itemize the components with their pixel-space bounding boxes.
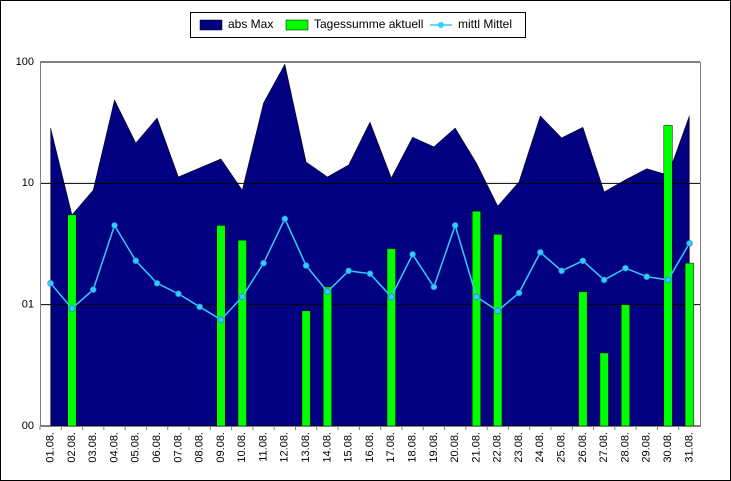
x-tick-label: 09.08.	[215, 432, 227, 463]
x-tick-label: 15.08.	[343, 432, 355, 463]
bar	[684, 262, 694, 427]
x-tick-label: 21.08.	[470, 432, 482, 463]
line-marker	[324, 288, 331, 295]
line-marker	[600, 276, 608, 284]
x-tick-label: 17.08.	[385, 432, 397, 463]
x-tick-label: 01.08.	[45, 432, 57, 463]
line-marker	[281, 215, 289, 223]
x-tick-label: 25.08.	[556, 432, 568, 463]
bar	[599, 352, 609, 427]
legend-swatch	[199, 19, 223, 31]
line-marker	[387, 293, 395, 301]
bar	[578, 291, 588, 427]
line-marker	[409, 251, 416, 258]
legend-marker	[438, 22, 444, 28]
x-tick-label: 27.08.	[598, 432, 610, 463]
y-tick-label: 01	[22, 299, 34, 311]
line-marker	[47, 280, 54, 287]
plot-area: 00 01 10 100 01.08. 02.08. 03.08. 04.08. 05.08. 0…	[16, 56, 700, 463]
x-tick-label: 12.08.	[279, 432, 291, 463]
bar	[216, 225, 226, 427]
line-marker	[473, 293, 480, 301]
line-marker	[366, 270, 374, 277]
x-tick-label: 29.08.	[641, 432, 653, 463]
line-marker	[643, 273, 651, 281]
x-tick-label: 23.08.	[513, 432, 525, 463]
x-tick-label: 06.08.	[151, 432, 163, 463]
x-tick-label: 26.08.	[577, 432, 589, 463]
legend-swatch	[285, 19, 309, 31]
x-tick-label: 02.08.	[66, 432, 78, 463]
x-tick-label: 03.08.	[87, 432, 99, 463]
line-marker	[153, 280, 161, 287]
x-tick-label: 11.08.	[257, 432, 269, 462]
x-tick-label: 04.08.	[108, 432, 120, 463]
line-marker	[558, 267, 565, 275]
y-tick-label: 00	[22, 420, 34, 432]
y-tick-label: 100	[16, 56, 34, 68]
line-marker	[579, 257, 587, 265]
area	[50, 63, 690, 427]
x-tick-label: 10.08.	[236, 432, 248, 463]
line-marker	[89, 286, 97, 293]
x-tick-label: 28.08.	[619, 432, 631, 463]
line-marker	[175, 290, 182, 298]
line-marker	[196, 303, 203, 311]
bar	[471, 210, 481, 427]
line-marker	[345, 267, 353, 275]
x-tick-label: 22.08.	[492, 432, 504, 463]
line-marker	[664, 276, 672, 284]
line-marker	[430, 283, 438, 291]
bar	[386, 248, 396, 427]
bar	[301, 310, 311, 427]
legend-label: abs Max	[228, 17, 273, 31]
line-marker	[260, 259, 267, 267]
bar	[493, 234, 503, 427]
bar	[237, 239, 247, 427]
x-tick-label: 20.08.	[449, 432, 461, 463]
bar	[67, 214, 77, 427]
x-tick-label: 19.08.	[428, 432, 440, 463]
x-tick-label: 05.08.	[130, 432, 142, 463]
line-marker	[111, 222, 118, 229]
x-tick-label: 31.08.	[683, 432, 695, 463]
x-tick-label: 16.08.	[364, 432, 376, 463]
x-tick-label: 08.08.	[194, 432, 206, 463]
x-tick-label: 07.08.	[172, 432, 184, 463]
legend-label: mittl Mittel	[458, 17, 512, 31]
bar	[322, 286, 332, 427]
bar	[620, 304, 630, 427]
line-marker	[494, 307, 502, 315]
line-marker	[68, 305, 76, 312]
y-tick-label: 10	[22, 177, 34, 189]
line-marker	[132, 257, 140, 265]
line-marker	[622, 264, 629, 272]
x-tick-label: 30.08.	[662, 432, 674, 463]
x-tick-label: 14.08.	[321, 432, 333, 463]
line-marker	[217, 316, 225, 324]
x-tick-label: 24.08.	[534, 432, 546, 463]
legend-label: Tagessumme aktuell	[314, 17, 423, 31]
line-marker	[686, 240, 693, 247]
legend: abs Max Tagessumme aktuell mittl Mittel	[190, 12, 526, 38]
line-marker	[451, 222, 459, 229]
line-marker	[515, 289, 523, 297]
line-marker	[537, 249, 544, 256]
x-tick-label: 13.08.	[300, 432, 312, 463]
plot-border	[40, 62, 701, 427]
line-marker	[238, 293, 246, 301]
legend-box	[190, 12, 526, 38]
x-tick-label: 18.08.	[406, 432, 418, 463]
line-marker	[302, 262, 310, 269]
